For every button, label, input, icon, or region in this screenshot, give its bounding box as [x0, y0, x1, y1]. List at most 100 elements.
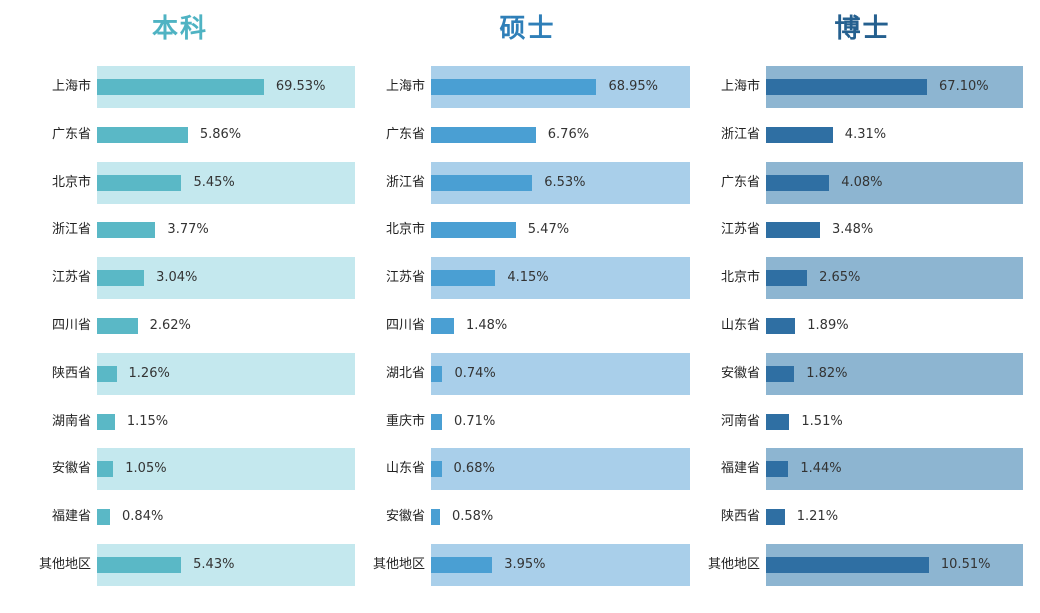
bar-row: 安徽省 1.05% — [0, 448, 360, 491]
value-label: 69.53% — [275, 79, 326, 94]
category-label: 福建省 — [720, 461, 760, 477]
category-label: 江苏省 — [51, 270, 91, 286]
bar — [97, 126, 188, 143]
undergraduate-panel: 本科 上海市 69.53% 广东省 5.86% 北京市 5.45% 浙江省 3.77% 江苏省 3… — [0, 0, 360, 613]
category-label: 江苏省 — [385, 270, 425, 286]
bar-row: 陕西省 1.26% — [0, 352, 360, 395]
bar — [766, 270, 808, 287]
category-label: 福建省 — [51, 509, 91, 525]
category-label: 四川省 — [51, 318, 91, 333]
value-label: 10.51% — [940, 557, 991, 572]
bar-row: 广东省 4.08% — [695, 161, 1030, 204]
bar-row: 上海市 68.95% — [360, 66, 695, 108]
bar-row: 浙江省 3.77% — [0, 209, 360, 251]
panel-title: 博士 — [834, 14, 891, 44]
bar — [766, 365, 795, 382]
bar — [766, 222, 820, 239]
row-band — [766, 257, 1023, 300]
bar — [766, 79, 928, 95]
bar-row: 广东省 6.76% — [360, 114, 695, 156]
category-label: 其他地区 — [38, 557, 91, 572]
category-label: 浙江省 — [51, 222, 91, 238]
bar-row: 重庆市 0.71% — [360, 401, 695, 443]
value-label: 1.05% — [125, 461, 167, 477]
category-label: 安徽省 — [385, 509, 425, 525]
bar-row: 湖北省 0.74% — [360, 352, 695, 395]
bar — [766, 318, 796, 334]
bar — [431, 318, 454, 334]
category-label: 浙江省 — [385, 174, 425, 190]
bar — [431, 509, 440, 526]
bar-row: 北京市 2.65% — [695, 257, 1030, 300]
bar — [431, 413, 442, 430]
bar — [431, 79, 597, 95]
value-label: 67.10% — [939, 79, 989, 94]
value-label: 6.53% — [544, 174, 586, 190]
value-label: 2.62% — [149, 318, 191, 333]
value-label: 6.76% — [547, 126, 590, 142]
category-label: 江苏省 — [720, 222, 760, 238]
bar-row: 河南省 1.51% — [695, 401, 1030, 443]
bar — [766, 461, 789, 478]
bar-row: 江苏省 3.48% — [695, 209, 1030, 251]
bar-row: 湖南省 1.15% — [0, 401, 360, 443]
bar — [431, 174, 533, 191]
bar — [431, 365, 443, 382]
value-label: 5.43% — [193, 557, 235, 572]
bar — [97, 509, 111, 526]
value-label: 5.86% — [199, 126, 242, 142]
panel-title: 硕士 — [499, 14, 556, 44]
panel-title: 本科 — [151, 14, 208, 44]
bar-row: 江苏省 4.15% — [360, 257, 695, 300]
bar — [431, 557, 493, 573]
category-label: 安徽省 — [51, 461, 91, 477]
row-band — [766, 352, 1023, 395]
bar — [97, 270, 145, 287]
category-label: 北京市 — [385, 222, 425, 238]
category-label: 陕西省 — [51, 365, 91, 381]
value-label: 1.51% — [801, 413, 843, 429]
category-label: 陕西省 — [720, 509, 760, 525]
value-label: 1.82% — [806, 365, 848, 381]
value-label: 3.48% — [831, 222, 874, 238]
value-label: 1.48% — [465, 318, 508, 333]
row-band — [431, 448, 690, 491]
row-band — [766, 448, 1023, 491]
category-label: 广东省 — [720, 174, 760, 190]
bar-row: 山东省 1.89% — [695, 305, 1030, 347]
bar-row: 安徽省 0.58% — [360, 496, 695, 538]
bar-row: 其他地区 10.51% — [695, 544, 1030, 586]
category-label: 山东省 — [385, 461, 425, 477]
value-label: 4.31% — [844, 126, 887, 142]
value-label: 3.95% — [504, 557, 546, 572]
value-label: 1.89% — [807, 318, 849, 333]
bar-row: 上海市 69.53% — [0, 66, 360, 108]
bar — [97, 413, 115, 430]
bar-row: 安徽省 1.82% — [695, 352, 1030, 395]
category-label: 上海市 — [51, 79, 91, 94]
bar — [97, 365, 117, 382]
bar-row: 四川省 1.48% — [360, 305, 695, 347]
bar — [766, 557, 929, 573]
bar-row: 浙江省 6.53% — [360, 161, 695, 204]
category-label: 湖北省 — [385, 365, 425, 381]
doctorate-panel: 博士 上海市 67.10% 浙江省 4.31% 广东省 4.08% 江苏省 3.48% 北京市 2… — [695, 0, 1030, 613]
value-label: 68.95% — [608, 79, 659, 94]
bar — [97, 557, 182, 573]
bar — [431, 126, 536, 143]
category-label: 河南省 — [720, 413, 760, 429]
value-label: 1.21% — [796, 509, 839, 525]
bar — [97, 79, 264, 95]
bar-row: 陕西省 1.21% — [695, 496, 1030, 538]
bar-row: 北京市 5.45% — [0, 161, 360, 204]
bar-row: 上海市 67.10% — [695, 66, 1030, 108]
bar — [766, 126, 833, 143]
value-label: 0.71% — [454, 413, 496, 429]
bar — [97, 318, 138, 334]
value-label: 0.74% — [454, 365, 496, 381]
value-label: 4.15% — [507, 270, 549, 286]
value-label: 0.58% — [451, 509, 494, 525]
value-label: 0.68% — [453, 461, 495, 477]
bar-row: 广东省 5.86% — [0, 114, 360, 156]
category-label: 四川省 — [385, 318, 425, 333]
